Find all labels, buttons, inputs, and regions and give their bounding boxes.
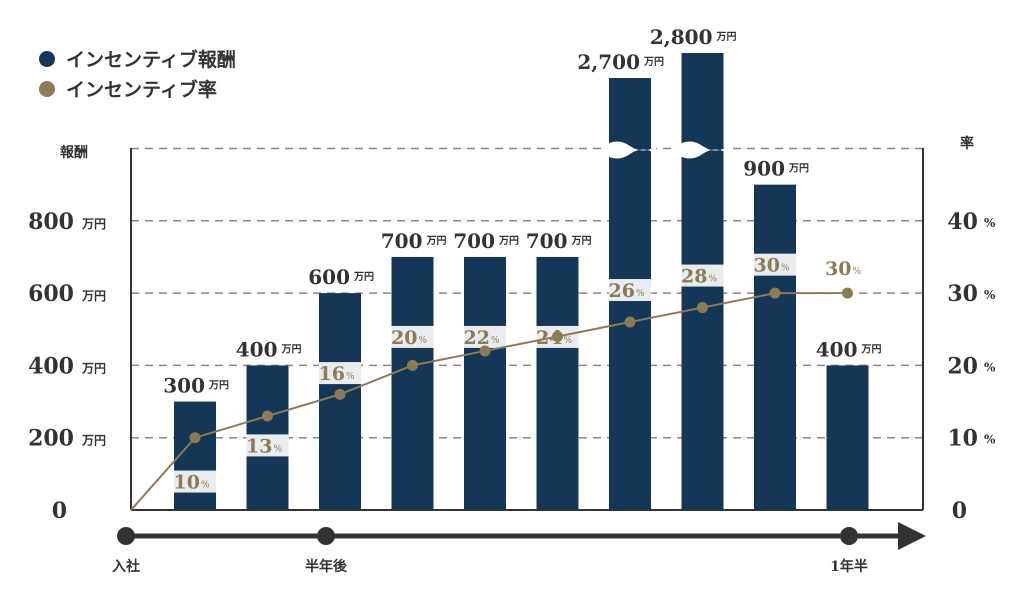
y-left-tick: 800	[28, 209, 74, 235]
bar-value-unit: 万円	[643, 56, 664, 68]
rate-unit: %	[781, 264, 790, 274]
bar	[826, 365, 869, 510]
rate-point	[407, 359, 418, 371]
y-left-tick-unit: 万円	[81, 434, 106, 448]
y-right-tick: 20	[947, 353, 978, 379]
bar-value-label: 2,800	[650, 25, 713, 49]
bar	[319, 293, 361, 510]
bar	[391, 256, 434, 510]
bar-value-label: 700	[526, 229, 568, 253]
y-right-tick: 10	[947, 426, 978, 452]
y-left-tick-unit: 万円	[81, 361, 106, 375]
bar-value-label: 700	[381, 229, 423, 253]
bar-value-unit: 万円	[788, 163, 809, 175]
rate-box	[681, 264, 724, 287]
bar-value-label: 400	[236, 337, 278, 361]
rate-box	[609, 279, 651, 302]
timeline-arrow-icon	[898, 522, 926, 550]
timeline-label: 入社	[112, 558, 140, 575]
rate-unit: %	[201, 481, 210, 491]
bar-value-unit: 万円	[498, 235, 519, 247]
rate-point	[624, 316, 636, 328]
bar-value-label: 400	[816, 337, 858, 361]
rate-unit: %	[346, 372, 355, 382]
rate-label: 10	[174, 472, 200, 494]
y-left-title: 報酬	[60, 144, 88, 161]
timeline-dot	[317, 527, 335, 545]
bar-value-label: 600	[308, 265, 350, 289]
rate-box	[464, 325, 506, 348]
bar-value-label: 900	[743, 157, 785, 181]
rate-box	[391, 325, 434, 348]
y-left-tick: 400	[28, 353, 74, 379]
bar-value-unit: 万円	[861, 343, 882, 355]
legend-swatch	[39, 81, 55, 97]
bar-value-unit: 万円	[208, 380, 229, 392]
legend-swatch	[39, 51, 55, 67]
y-right-tick-unit: %	[984, 288, 996, 302]
bar-value-label: 700	[453, 229, 495, 253]
bar	[536, 256, 579, 510]
axis-break-icon	[604, 141, 656, 159]
rate-label: 30	[825, 258, 851, 280]
rate-point	[262, 410, 273, 422]
bar-value-unit: 万円	[426, 235, 447, 247]
rate-unit: %	[636, 289, 645, 299]
timeline-dot	[840, 527, 858, 545]
rate-label: 20	[391, 327, 417, 349]
y-right-tick-unit: %	[984, 433, 996, 447]
legend-label: インセンティブ率	[66, 78, 217, 101]
rate-point	[769, 287, 781, 299]
y-right-tick: 40	[947, 209, 978, 235]
y-left-tick: 600	[28, 281, 74, 307]
bar-value-label: 300	[163, 374, 205, 398]
timeline-label: 1年半	[830, 558, 868, 575]
bar-value-unit: 万円	[571, 235, 592, 247]
rate-box	[174, 470, 216, 493]
axis-break-icon	[676, 141, 729, 159]
y-left-tick: 0	[52, 498, 67, 524]
y-left-tick-unit: 万円	[81, 289, 106, 303]
timeline-label: 半年後	[305, 558, 348, 575]
rate-label: 26	[609, 280, 635, 302]
y-right-tick-unit: %	[984, 216, 996, 230]
rate-label: 22	[464, 327, 490, 349]
rate-label: 13	[246, 435, 272, 457]
rate-point	[334, 388, 346, 400]
legend-label: インセンティブ報酬	[66, 48, 236, 71]
timeline-dot	[117, 527, 135, 545]
rate-box	[754, 253, 796, 276]
rate-point	[479, 345, 491, 357]
y-right-tick: 30	[947, 281, 978, 307]
bar-value-label: 2,700	[577, 50, 640, 74]
y-left-tick: 200	[28, 426, 74, 452]
rate-box	[319, 362, 361, 385]
rate-label: 16	[319, 363, 345, 385]
rate-point	[552, 330, 563, 342]
rate-label: 30	[754, 255, 780, 277]
bar-value-unit: 万円	[353, 271, 374, 283]
rate-unit: %	[419, 336, 428, 346]
y-right-tick-unit: %	[984, 360, 996, 374]
rate-point	[842, 287, 853, 299]
rate-unit: %	[853, 267, 862, 277]
y-right-title: 率	[960, 135, 974, 152]
rate-label: 28	[681, 266, 707, 288]
rate-unit: %	[274, 444, 283, 454]
y-right-tick: 0	[952, 498, 967, 524]
bar	[754, 184, 796, 510]
bar-value-unit: 万円	[716, 31, 737, 43]
rate-unit: %	[564, 336, 573, 346]
rate-unit: %	[491, 336, 500, 346]
rate-point	[697, 302, 708, 314]
rate-box	[246, 434, 289, 457]
y-left-tick-unit: 万円	[81, 217, 106, 231]
bar-value-unit: 万円	[281, 343, 302, 355]
rate-point	[189, 432, 201, 444]
bar	[464, 256, 506, 510]
rate-unit: %	[709, 275, 718, 285]
